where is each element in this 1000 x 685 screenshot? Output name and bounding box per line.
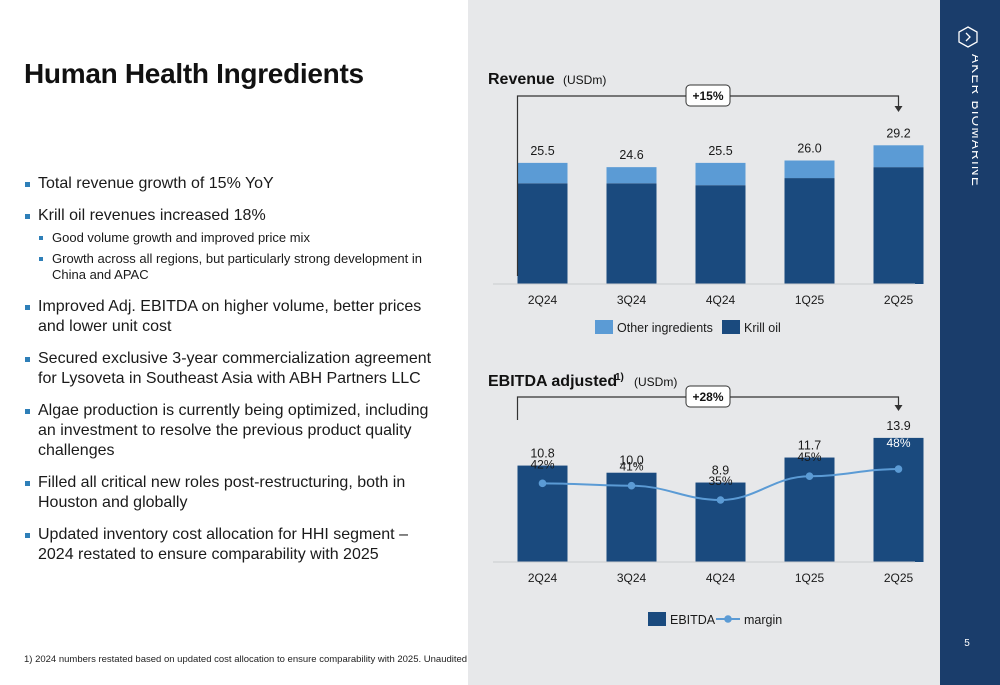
margin-value-label: 42% [530, 457, 554, 471]
bullet-text: Secured exclusive 3-year commercializati… [38, 350, 432, 387]
brand-logo-icon [958, 26, 978, 48]
ebitda-x-tick-label: 1Q25 [795, 571, 825, 585]
sub-bullet-list: Good volume growth and improved price mi… [38, 230, 444, 283]
revenue-bar-other-ingredients [517, 162, 568, 184]
bullet-item: Algae production is currently being opti… [24, 401, 444, 461]
revenue-x-tick-label: 2Q24 [528, 293, 558, 307]
bullet-item: Updated inventory cost allocation for HH… [24, 525, 444, 565]
margin-point [716, 496, 725, 504]
legend-label-other-ingredients: Other ingredients [617, 321, 713, 335]
revenue-value-label: 25.5 [708, 144, 732, 158]
ebitda-growth-arrowhead [894, 405, 903, 411]
margin-point [894, 465, 903, 473]
revenue-chart-unit: (USDm) [563, 73, 606, 87]
revenue-bar-krill-oil [784, 178, 835, 284]
brand-wordmark: AKER BIOMARINE [969, 54, 978, 187]
bullet-item: Krill oil revenues increased 18% Good vol… [24, 206, 444, 283]
ebitda-x-tick-label: 4Q24 [706, 571, 736, 585]
margin-value-label: 35% [708, 474, 732, 488]
ebitda-x-tick-label: 2Q25 [884, 571, 914, 585]
footnote: 1) 2024 numbers restated based on update… [24, 654, 468, 665]
ebitda-chart-title: EBITDA adjusted [488, 373, 617, 390]
sub-bullet-item: Growth across all regions, but particula… [38, 251, 444, 283]
revenue-bar-krill-oil [517, 183, 568, 284]
revenue-growth-label: +15% [692, 89, 723, 103]
ebitda-bar [873, 437, 924, 562]
bullet-text: Updated inventory cost allocation for HH… [38, 526, 408, 563]
bullet-item: Filled all critical new roles post-restr… [24, 473, 444, 513]
ebitda-x-tick-label: 2Q24 [528, 571, 558, 585]
bullet-text: Algae production is currently being opti… [38, 402, 429, 459]
legend-label-ebitda: EBITDA [670, 613, 716, 627]
revenue-value-label: 24.6 [619, 148, 643, 162]
page-number: 5 [964, 638, 970, 649]
chart-panel [468, 0, 940, 685]
legend-label-krill-oil: Krill oil [744, 321, 781, 335]
bullet-text: Total revenue growth of 15% YoY [38, 175, 274, 192]
ebitda-bar [695, 482, 746, 562]
revenue-x-tick-label: 1Q25 [795, 293, 825, 307]
legend-swatch-ebitda [648, 612, 666, 626]
revenue-bar-krill-oil [695, 185, 746, 284]
bullet-text: Krill oil revenues increased 18% [38, 207, 266, 224]
revenue-bar-other-ingredients [873, 145, 924, 168]
ebitda-value-label: 10.0 [619, 454, 643, 468]
bullet-list: Total revenue growth of 15% YoY Krill oil… [24, 174, 444, 577]
revenue-value-label: 25.5 [530, 144, 554, 158]
revenue-growth-arrowhead [894, 106, 903, 112]
bullet-text: Improved Adj. EBITDA on higher volume, b… [38, 298, 422, 335]
left-text-panel: Human Health Ingredients Total revenue g… [0, 0, 468, 685]
page-title: Human Health Ingredients [24, 58, 364, 89]
revenue-bar-other-ingredients [695, 162, 746, 186]
bullet-text: Filled all critical new roles post-restr… [38, 474, 406, 511]
legend-swatch-other-ingredients [595, 320, 613, 334]
ebitda-value-label: 11.7 [798, 439, 821, 453]
charts-canvas: Revenue (USDm) 25.5 2Q24 24.6 3Q24 25.5 4Q24 26.… [488, 71, 924, 627]
ebitda-value-label: 13.9 [886, 419, 910, 433]
bullet-item: Total revenue growth of 15% YoY [24, 174, 444, 194]
ebitda-x-tick-label: 3Q24 [617, 571, 647, 585]
revenue-x-tick-label: 3Q24 [617, 293, 647, 307]
revenue-chart-title: Revenue [488, 71, 555, 88]
margin-value-label: 41% [619, 460, 643, 474]
legend-swatch-krill-oil [722, 320, 740, 334]
revenue-bar-other-ingredients [606, 167, 657, 184]
ebitda-growth-label: +28% [692, 390, 723, 404]
margin-point [805, 472, 814, 481]
margin-value-label: 45% [797, 450, 821, 464]
revenue-value-label: 29.2 [886, 126, 910, 140]
ebitda-value-label: 8.9 [712, 464, 729, 478]
revenue-bar-krill-oil [606, 183, 657, 284]
revenue-bar-krill-oil [873, 167, 924, 284]
revenue-value-label: 26.0 [797, 142, 821, 156]
margin-point [538, 479, 547, 488]
brand-sidebar [940, 0, 1000, 685]
revenue-bar-other-ingredients [784, 160, 835, 179]
legend-label-margin: margin [744, 613, 782, 627]
revenue-x-tick-label: 4Q24 [706, 293, 736, 307]
ebitda-value-label: 10.8 [530, 447, 554, 461]
sub-bullet-item: Good volume growth and improved price mi… [38, 230, 444, 246]
ebitda-growth-badge [685, 385, 731, 408]
legend-swatch-margin-marker [724, 615, 732, 623]
bullet-item: Secured exclusive 3-year commercializati… [24, 349, 444, 389]
margin-point [627, 481, 636, 490]
revenue-growth-badge [685, 84, 731, 107]
margin-value-label: 48% [886, 436, 910, 450]
ebitda-chart-title-superscript: 1) [615, 372, 624, 383]
svg-text:AKER BIOMARINE: AKER BIOMARINE [969, 54, 978, 187]
revenue-x-tick-label: 2Q25 [884, 293, 914, 307]
bullet-item: Improved Adj. EBITDA on higher volume, b… [24, 297, 444, 337]
ebitda-chart-unit: (USDm) [634, 375, 677, 389]
